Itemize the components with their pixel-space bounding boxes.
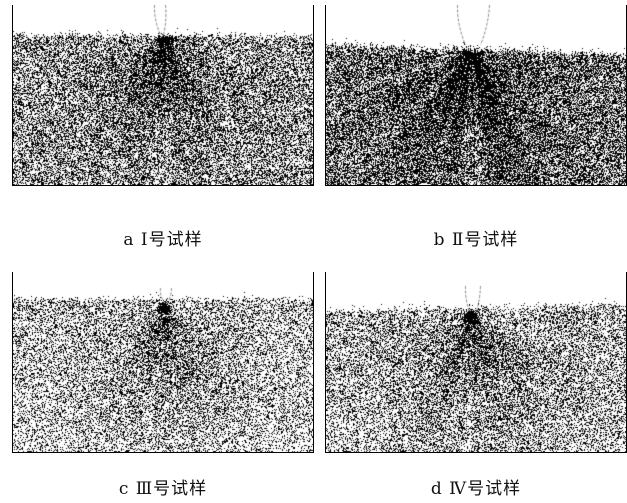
speckle-image-a [13, 5, 313, 185]
speckle-image-d [326, 272, 626, 452]
speckle-image-b [326, 5, 626, 185]
panel-b-specimen-2 [325, 5, 627, 186]
panel-a-specimen-1 [12, 5, 314, 186]
speckle-image-c [13, 272, 313, 452]
caption-b: b Ⅱ号试样 [433, 230, 519, 250]
panel-d-specimen-4 [325, 272, 627, 453]
caption-d: d Ⅳ号试样 [430, 479, 522, 499]
caption-a: a Ⅰ号试样 [123, 230, 203, 250]
caption-c: c Ⅲ号试样 [118, 479, 208, 499]
panel-c-specimen-3 [12, 272, 314, 453]
